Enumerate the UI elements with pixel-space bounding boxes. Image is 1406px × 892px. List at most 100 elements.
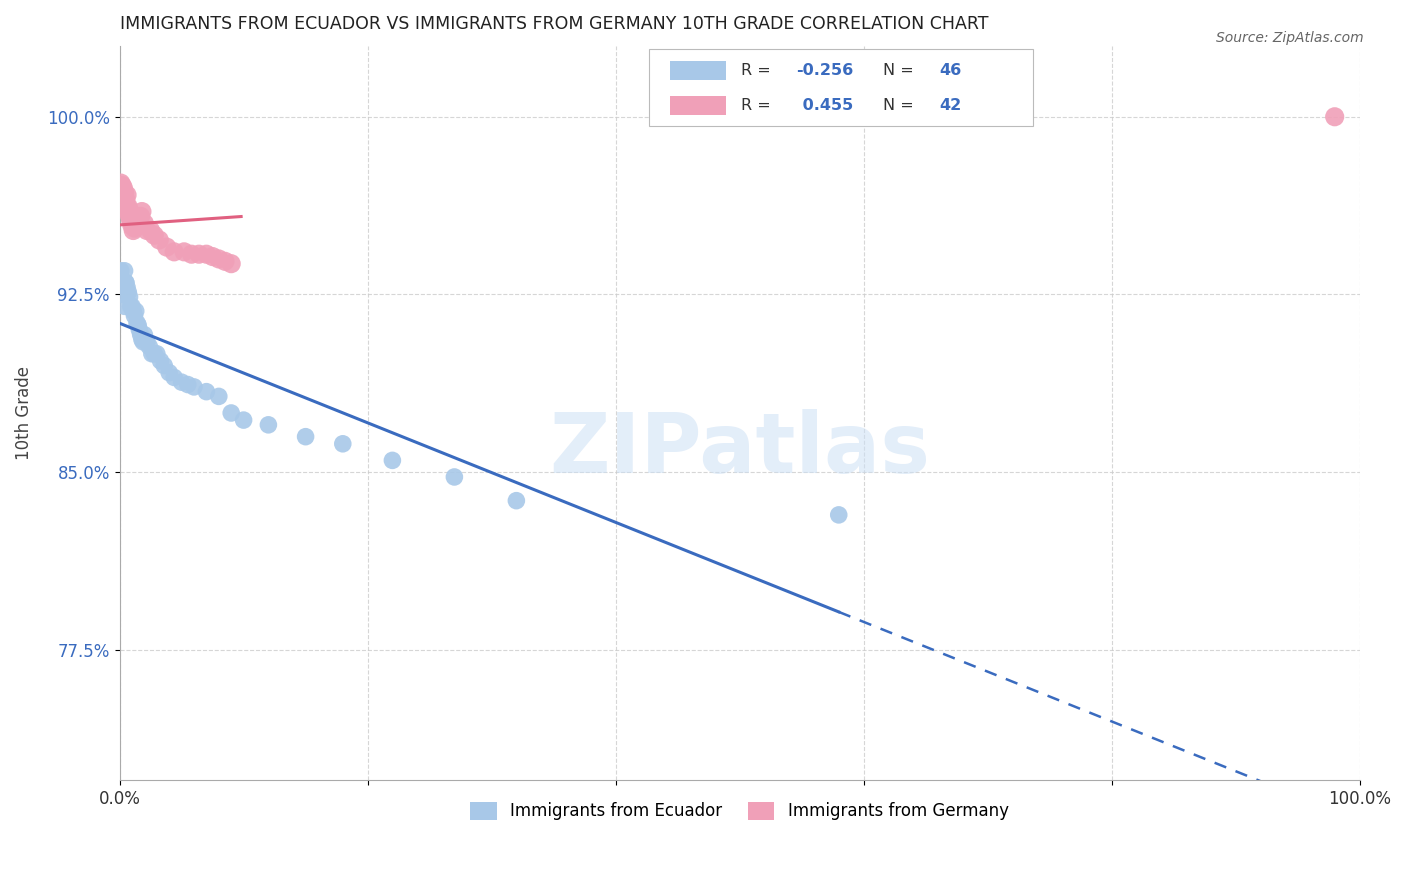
Point [112,287,135,301]
Point [332,437,354,451]
Point [143,228,166,243]
Point [139,223,162,237]
Point [129,327,152,342]
Point [114,197,136,211]
FancyBboxPatch shape [650,49,1033,127]
Point [121,299,143,313]
Point [443,470,465,484]
Legend: Immigrants from Ecuador, Immigrants from Germany: Immigrants from Ecuador, Immigrants from… [464,795,1015,827]
Point [120,214,142,228]
Point [121,214,143,228]
Point [114,264,136,278]
Point [135,223,157,237]
Point [114,299,136,313]
Point [115,280,138,294]
Point [149,354,172,368]
Point [381,453,404,467]
Text: ZIPatlas: ZIPatlas [550,409,929,491]
Point [117,285,139,299]
Point [1323,110,1346,124]
Point [118,209,141,223]
Point [124,221,146,235]
Point [111,178,134,193]
Point [134,327,156,342]
FancyBboxPatch shape [671,61,725,80]
Point [146,347,169,361]
Point [111,186,134,200]
Text: IMMIGRANTS FROM ECUADOR VS IMMIGRANTS FROM GERMANY 10TH GRADE CORRELATION CHART: IMMIGRANTS FROM ECUADOR VS IMMIGRANTS FR… [120,15,988,33]
Y-axis label: 10th Grade: 10th Grade [15,366,32,460]
Point [111,276,134,290]
Point [257,417,280,432]
Point [183,380,205,394]
Point [156,240,179,254]
Point [294,430,316,444]
Point [114,193,136,207]
Point [125,304,148,318]
Point [177,377,200,392]
Point [124,309,146,323]
Point [122,304,145,318]
Text: 46: 46 [939,63,962,78]
Point [208,252,231,266]
Point [170,375,193,389]
Point [132,334,155,349]
Point [134,216,156,230]
Point [114,276,136,290]
Point [195,384,218,399]
Point [115,200,138,214]
Point [115,188,138,202]
Point [118,204,141,219]
Point [219,406,242,420]
Text: N =: N = [883,98,920,113]
Text: -0.256: -0.256 [797,63,853,78]
Text: N =: N = [883,63,920,78]
Point [127,318,149,333]
Point [127,216,149,230]
Point [112,181,135,195]
Text: R =: R = [741,63,776,78]
Point [163,370,186,384]
Point [131,204,153,219]
Point [125,209,148,223]
Point [828,508,851,522]
Point [141,347,163,361]
Point [120,209,142,223]
Point [138,340,160,354]
Point [148,233,170,247]
Point [117,204,139,219]
Point [129,209,152,223]
Point [128,323,150,337]
Point [180,247,202,261]
Point [122,223,145,237]
Point [143,347,166,361]
Point [135,334,157,349]
Point [112,276,135,290]
Point [117,200,139,214]
Point [120,299,142,313]
Point [505,493,527,508]
Point [121,219,143,233]
Point [219,257,242,271]
FancyBboxPatch shape [671,95,725,115]
Point [114,276,136,290]
Point [110,176,132,190]
Point [131,333,153,347]
Point [114,186,136,200]
Point [118,290,141,304]
Point [201,250,224,264]
Point [214,254,236,268]
Point [157,366,180,380]
Point [128,214,150,228]
Text: R =: R = [741,98,776,113]
Point [125,216,148,230]
Point [112,190,135,204]
Text: 42: 42 [939,98,962,113]
Point [110,264,132,278]
Point [208,389,231,403]
Text: Source: ZipAtlas.com: Source: ZipAtlas.com [1216,31,1364,45]
Point [173,244,195,259]
Point [163,244,186,259]
Point [153,359,176,373]
Text: 0.455: 0.455 [797,98,853,113]
